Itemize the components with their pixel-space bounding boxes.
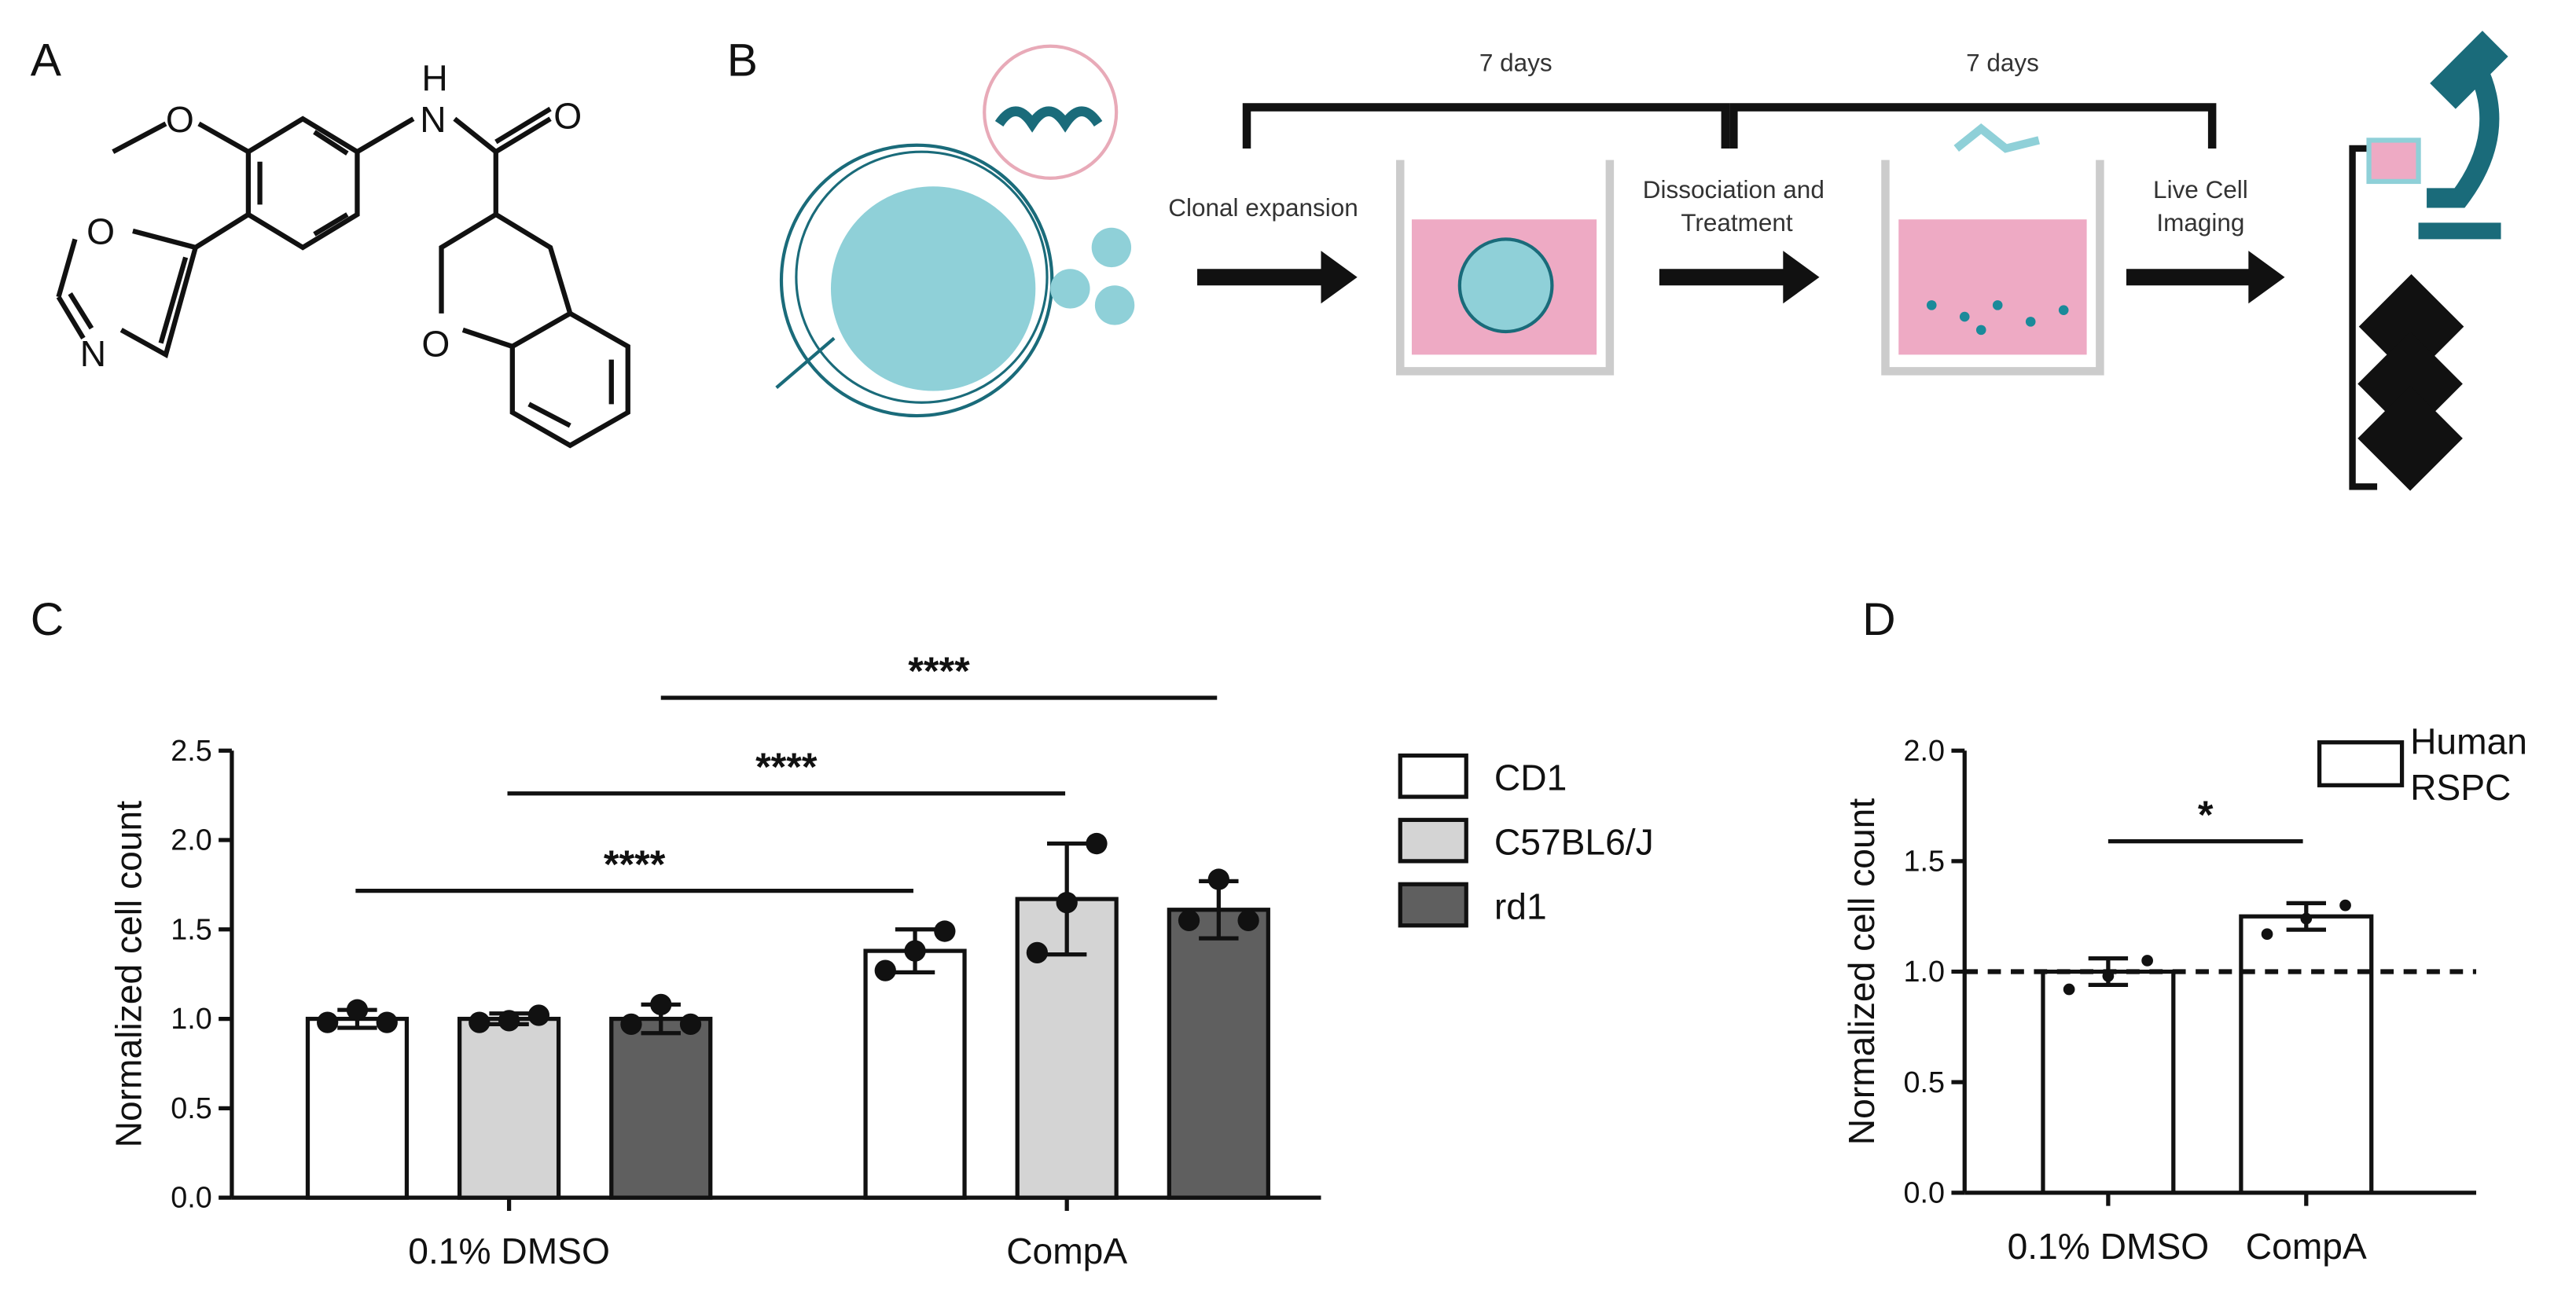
legend-swatch xyxy=(1398,753,1468,799)
y-tick-label: 1.5 xyxy=(1904,845,1945,878)
y-tick-label: 1.0 xyxy=(171,1003,212,1036)
data-point xyxy=(527,1004,550,1026)
data-point xyxy=(498,1010,520,1032)
y-tick-label: 0.5 xyxy=(171,1092,212,1125)
data-point xyxy=(1026,941,1049,964)
data-point xyxy=(469,1011,491,1033)
panel-label: D xyxy=(1862,594,1895,645)
data-point xyxy=(2063,983,2075,996)
bar xyxy=(2041,969,2176,1195)
data-point xyxy=(346,999,369,1021)
data-point xyxy=(650,993,672,1016)
data-point xyxy=(1086,832,1108,855)
data-point xyxy=(679,1013,702,1036)
data-point xyxy=(904,940,926,962)
atom: N xyxy=(80,333,106,374)
atom: O xyxy=(86,211,115,252)
bar xyxy=(863,948,967,1200)
data-point xyxy=(2261,928,2273,941)
x-tick-label: 0.1% DMSO xyxy=(2008,1226,2210,1267)
y-tick-label: 2.0 xyxy=(1904,735,1945,768)
legend-label: Human RSPC xyxy=(2410,721,2527,809)
significance-label: * xyxy=(2198,792,2214,837)
data-point xyxy=(2300,912,2313,925)
data-point xyxy=(1178,909,1200,932)
molecule xyxy=(56,106,630,449)
step-label: Treatment xyxy=(1681,208,1793,237)
x-tick-label: CompA xyxy=(1006,1231,1127,1271)
bar xyxy=(2239,914,2374,1195)
duration: 7 days xyxy=(1479,48,1553,76)
data-point xyxy=(376,1011,398,1033)
atom: H xyxy=(421,57,447,98)
data-point xyxy=(620,1013,642,1036)
data-point xyxy=(1237,909,1259,932)
atom: O xyxy=(421,323,450,364)
y-tick-label: 1.5 xyxy=(171,913,212,946)
panel-label: C xyxy=(31,594,64,645)
legend-swatch xyxy=(1398,817,1468,864)
y-tick-label: 0.0 xyxy=(1904,1176,1945,1209)
atom: N xyxy=(420,99,446,140)
x-tick-label: CompA xyxy=(2246,1226,2367,1267)
panel-label: B xyxy=(727,35,758,86)
y-tick-label: 0.0 xyxy=(171,1182,212,1215)
data-point xyxy=(934,920,956,942)
step-label: Dissociation and xyxy=(1643,175,1825,204)
step-label: Live Cell xyxy=(2153,175,2248,204)
duration: 7 days xyxy=(1966,48,2039,76)
data-point xyxy=(317,1011,339,1033)
bar xyxy=(457,1016,561,1200)
significance-label: **** xyxy=(604,842,666,886)
step-label: Clonal expansion xyxy=(1168,193,1358,222)
atom: O xyxy=(166,99,194,140)
legend-swatch xyxy=(1398,882,1468,928)
workflow-art xyxy=(775,31,2508,491)
panel-label: A xyxy=(31,35,62,86)
bar xyxy=(305,1016,410,1200)
y-tick-label: 0.5 xyxy=(1904,1066,1945,1099)
bar xyxy=(1167,908,1270,1200)
atom: O xyxy=(553,96,582,137)
y-axis-label: Normalized cell count xyxy=(108,801,149,1148)
data-point xyxy=(874,959,896,981)
legend-label: rd1 xyxy=(1494,886,1547,926)
step-label: Imaging xyxy=(2156,208,2244,237)
data-point xyxy=(1207,868,1229,890)
y-axis-label: Normalized cell count xyxy=(1841,798,1882,1146)
data-point xyxy=(2141,955,2153,967)
significance-label: **** xyxy=(908,648,970,693)
legend-swatch xyxy=(2317,740,2405,787)
legend-label-box: Human RSPC xyxy=(2410,721,2527,809)
y-tick-label: 2.5 xyxy=(171,735,212,768)
bar xyxy=(609,1016,713,1200)
legend-label: C57BL6/J xyxy=(1494,821,1654,862)
y-tick-label: 2.0 xyxy=(171,824,212,857)
data-point xyxy=(2339,899,2351,912)
legend-label: CD1 xyxy=(1494,758,1567,798)
significance-label: **** xyxy=(755,744,818,789)
data-point xyxy=(1056,891,1078,914)
y-tick-label: 1.0 xyxy=(1904,956,1945,989)
x-tick-label: 0.1% DMSO xyxy=(408,1231,610,1271)
